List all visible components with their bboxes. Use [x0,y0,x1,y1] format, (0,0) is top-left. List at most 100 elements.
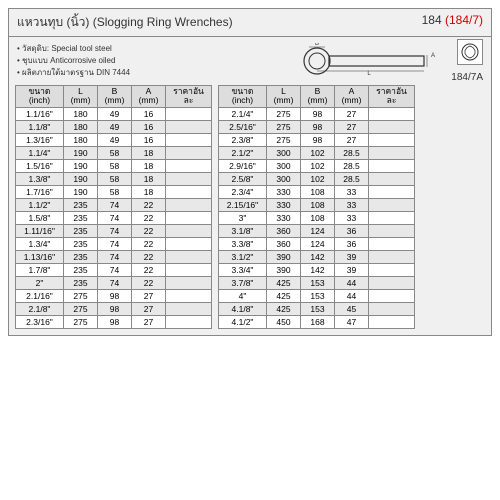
table-cell: 275 [267,120,301,133]
table-row: 2.1/16"2759827 [16,289,212,302]
table-cell: 33 [335,185,369,198]
table-row: 1.1/16"1804916 [16,107,212,120]
table-cell: 44 [335,276,369,289]
table-cell: 36 [335,224,369,237]
title-left: แหวนทุบ (นิ้ว) (Slogging Ring Wrenches) [17,13,233,32]
table-cell: 22 [132,276,166,289]
table-cell: 2.1/2" [219,146,267,159]
tables-row: ขนาด(inch)L(mm)B(mm)A(mm)ราคาอันละ 1.1/1… [9,85,491,335]
table-row: 4.1/8"42515345 [219,302,415,315]
table-cell: 2.3/8" [219,133,267,146]
table-cell [166,276,212,289]
table-cell: 98 [301,133,335,146]
table-cell: 27 [335,133,369,146]
table-cell: 2" [16,276,64,289]
table-cell [369,172,415,185]
table-cell: 2.15/16" [219,198,267,211]
table-row: 4"42515344 [219,289,415,302]
table-cell [166,172,212,185]
table-cell: 300 [267,159,301,172]
bullet-item: ชุบแบบ Anticorrosive oiled [17,55,245,67]
col-header: ราคาอันละ [369,86,415,108]
table-cell [166,289,212,302]
table-cell: 45 [335,302,369,315]
table-cell [166,263,212,276]
table-cell: 300 [267,172,301,185]
table-cell: 74 [98,237,132,250]
table-cell: 1.13/16" [16,250,64,263]
table-row: 2.3/4"33010833 [219,185,415,198]
table-cell: 180 [64,107,98,120]
table-cell [166,315,212,328]
table-cell: 275 [267,107,301,120]
table-cell: 2.1/8" [16,302,64,315]
svg-text:A: A [431,53,435,59]
table-cell: 1.5/8" [16,211,64,224]
table-cell: 33 [335,211,369,224]
table-cell [166,198,212,211]
table-cell [166,211,212,224]
table-cell: 2.5/16" [219,120,267,133]
table-cell: 235 [64,224,98,237]
table-cell [166,237,212,250]
table-cell [369,146,415,159]
table-row: 2.15/16"33010833 [219,198,415,211]
table-cell [369,224,415,237]
col-header: ขนาด(inch) [219,86,267,108]
bullet-item: วัสดุดิบ: Special tool steel [17,43,245,55]
table-cell: 425 [267,289,301,302]
table-cell: 3" [219,211,267,224]
table-cell: 18 [132,172,166,185]
table-row: 3.1/8"36012436 [219,224,415,237]
table-cell: 1.11/16" [16,224,64,237]
table-cell [166,146,212,159]
table-cell: 27 [132,302,166,315]
table-cell: 1.1/8" [16,120,64,133]
table-cell [369,120,415,133]
bullet-item: ผลิตภายใต้มาตรฐาน DIN 7444 [17,67,245,79]
table-row: 3.3/8"36012436 [219,237,415,250]
table-cell: 1.3/16" [16,133,64,146]
table-cell: 425 [267,276,301,289]
table-cell: 18 [132,185,166,198]
table-cell: 330 [267,185,301,198]
table-row: 3.3/4"39014239 [219,263,415,276]
table-cell: 39 [335,250,369,263]
table-cell: 235 [64,211,98,224]
table-cell: 1.1/16" [16,107,64,120]
table-cell: 22 [132,263,166,276]
table-cell: 3.7/8" [219,276,267,289]
table-cell: 180 [64,120,98,133]
table-cell: 49 [98,133,132,146]
table-cell: 235 [64,237,98,250]
table-cell [369,185,415,198]
table-cell: 98 [98,289,132,302]
title-thai: แหวนทุบ (นิ้ว) [17,15,89,29]
table-cell: 2.1/16" [16,289,64,302]
table-cell: 235 [64,250,98,263]
spec-bullets: วัสดุดิบ: Special tool steel ชุบแบบ Anti… [17,43,245,79]
table-row: 3.7/8"42515344 [219,276,415,289]
table-cell: 28.5 [335,172,369,185]
table-cell: 190 [64,146,98,159]
table-cell: 3.1/2" [219,250,267,263]
table-cell: 36 [335,237,369,250]
table-cell: 153 [301,289,335,302]
svg-text:B: B [315,43,319,47]
table-cell: 190 [64,159,98,172]
table-cell: 28.5 [335,146,369,159]
col-header: ขนาด(inch) [16,86,64,108]
table-row: 2.3/16"2759827 [16,315,212,328]
table-cell: 74 [98,263,132,276]
table-row: 1.7/8"2357422 [16,263,212,276]
table-cell: 1.1/2" [16,198,64,211]
table-cell: 142 [301,263,335,276]
table-cell: 27 [335,120,369,133]
table-cell: 44 [335,289,369,302]
table-row: 2.5/8"30010228.5 [219,172,415,185]
table-row: 2"2357422 [16,276,212,289]
col-header: L(mm) [64,86,98,108]
table-cell [369,211,415,224]
table-cell [166,159,212,172]
table-cell [369,107,415,120]
